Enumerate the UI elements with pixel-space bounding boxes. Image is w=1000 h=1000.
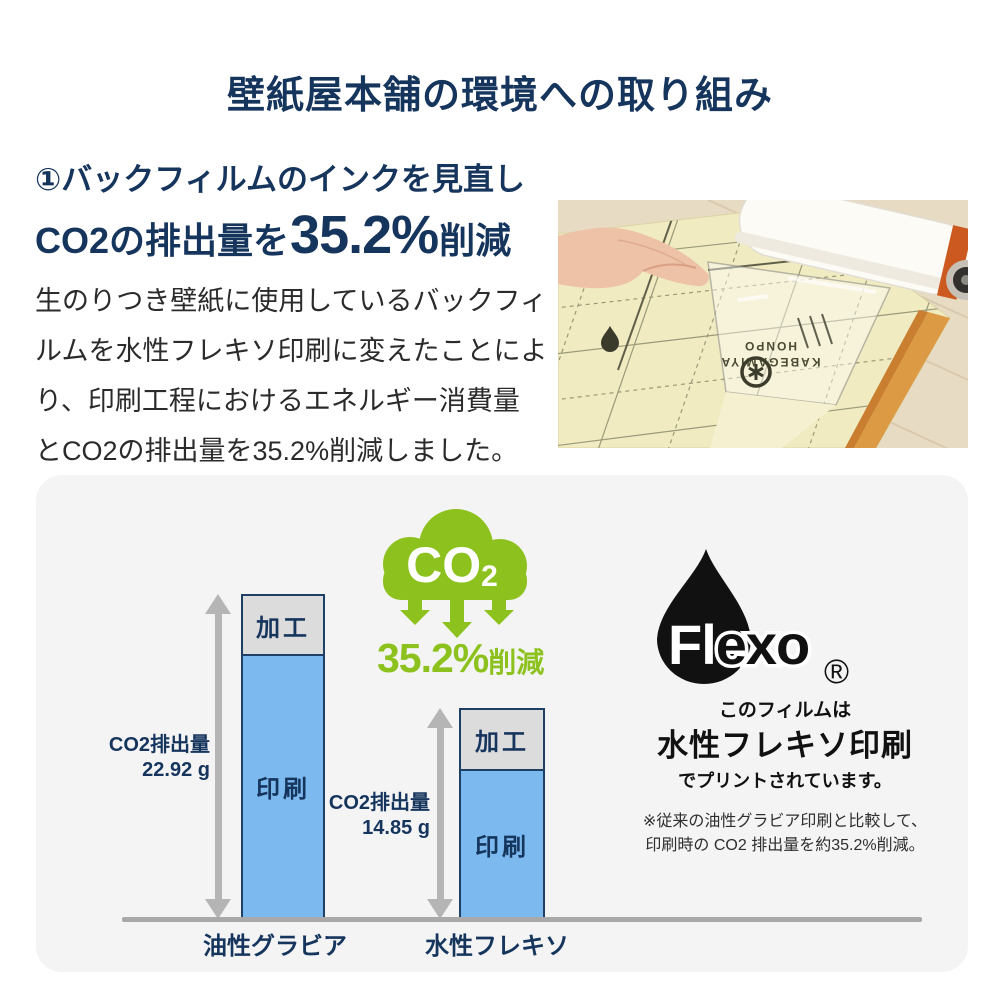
flexo-logo: Flexo ® bbox=[628, 545, 878, 695]
flexo-description: このフィルムは 水性フレキソ印刷 でプリントされています。 ※従来の油性グラビア… bbox=[585, 697, 985, 858]
bar-segment-printing: 印刷 bbox=[243, 656, 323, 917]
flexo-logo-fl: Fl bbox=[668, 613, 716, 676]
cloud-subscript: 2 bbox=[481, 560, 498, 593]
total-arrow-gravure bbox=[205, 594, 231, 919]
bar-segment-printing: 印刷 bbox=[461, 771, 543, 917]
segment-label: 印刷 bbox=[475, 833, 529, 861]
svg-text:CO2: CO2 bbox=[406, 537, 498, 593]
film-logo-mark bbox=[740, 356, 772, 388]
bar-flexo: 加工 印刷 bbox=[459, 708, 545, 919]
co2-statement: CO2の排出量を 35.2% 削減 bbox=[35, 204, 511, 266]
reduction-percent: 35.2% bbox=[377, 635, 489, 681]
page-title: 壁紙屋本舗の環境への取り組み bbox=[226, 75, 773, 117]
segment-label: 印刷 bbox=[256, 776, 310, 803]
intro-paragraph-line: り、印刷工程におけるエネルギー消費量 bbox=[35, 386, 520, 416]
reduction-suffix: 削減 bbox=[488, 647, 545, 678]
x-label-gravure: 油性グラビア bbox=[203, 933, 347, 960]
cloud-co-text: CO bbox=[406, 537, 481, 593]
product-photo-illustration: KABEGAMIYA HONPO bbox=[558, 200, 968, 448]
flexo-note-line2: 印刷時の CO2 排出量を約35.2%削減。 bbox=[645, 837, 925, 854]
axis-baseline bbox=[122, 917, 922, 922]
co2-statement-percent: 35.2% bbox=[290, 205, 439, 265]
bar-gravure: 加工 印刷 bbox=[241, 594, 325, 919]
intro-paragraph-line: ルムを水性フレキソ印刷に変えたことによ bbox=[35, 336, 548, 366]
arrow-down-icon bbox=[427, 899, 453, 919]
flexo-logo-exo: exo bbox=[716, 613, 810, 676]
x-label-flexo: 水性フレキソ bbox=[425, 933, 569, 960]
arrow-down-icon bbox=[205, 899, 231, 919]
flexo-line2: 水性フレキソ印刷 bbox=[657, 728, 913, 763]
segment-label: 加工 bbox=[475, 729, 529, 757]
segment-label: 加工 bbox=[256, 614, 310, 642]
co2-statement-prefix: CO2の排出量を bbox=[35, 220, 290, 261]
intro-paragraph: 生のりつき壁紙に使用しているバックフィ ルムを水性フレキソ印刷に変えたことによ … bbox=[35, 276, 560, 476]
total-arrow-flexo bbox=[427, 708, 453, 919]
co2-statement-suffix: 削減 bbox=[439, 220, 512, 261]
comparison-panel: 加工 印刷 CO2排出量 22.92 g 加工 印刷 CO2排出量 14 bbox=[36, 475, 968, 972]
reduction-label: 35.2% 削減 bbox=[377, 635, 544, 682]
product-photo: KABEGAMIYA HONPO bbox=[558, 200, 968, 448]
arrow-up-icon bbox=[205, 594, 231, 614]
bar-segment-processing: 加工 bbox=[461, 710, 543, 772]
droplet-icon bbox=[657, 549, 751, 685]
total-label-flexo: CO2排出量 14.85 g bbox=[328, 792, 430, 839]
svg-text:Flexo: Flexo bbox=[668, 613, 809, 676]
intro-paragraph-line: とCO2の排出量を35.2%削減しました。 bbox=[35, 436, 519, 466]
registered-mark: ® bbox=[824, 653, 849, 691]
film-print-text: HONPO bbox=[743, 339, 797, 353]
intro-paragraph-line: 生のりつき壁紙に使用しているバックフィ bbox=[35, 286, 547, 316]
total-label-gravure: CO2排出量 22.92 g bbox=[108, 734, 210, 781]
hand bbox=[558, 227, 709, 289]
bar-segment-processing: 加工 bbox=[243, 596, 323, 656]
co2-cloud-icon: CO2 bbox=[372, 502, 542, 642]
flexo-line1: このフィルムは bbox=[718, 700, 852, 721]
flexo-line3: でプリントされています。 bbox=[678, 771, 892, 791]
arrow-up-icon bbox=[427, 708, 453, 729]
section-heading: ①バックフィルムのインクを見直し bbox=[35, 162, 526, 197]
flexo-note-line1: ※従来の油性グラビア印刷と比較して、 bbox=[642, 813, 928, 830]
